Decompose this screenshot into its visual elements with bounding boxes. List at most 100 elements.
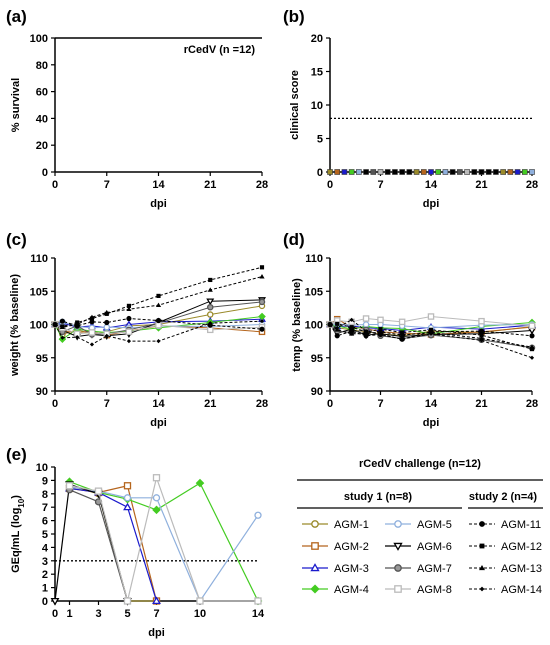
point-AGM-12 [378,327,383,332]
x-tick-label: 0 [52,398,58,410]
point-AGM-5 [362,321,370,328]
x-axis-label: dpi [423,417,440,429]
y-tick-label: 8 [42,489,48,501]
point-AGM-14-shape [89,342,95,347]
score-marker [334,169,341,175]
legend-marker [479,543,485,549]
point-AGM-14-shape [327,322,333,327]
point-AGM-14 [75,335,80,340]
score-marker [507,169,514,175]
point-AGM-11-shape [104,319,110,326]
legend-marker [479,521,485,527]
point-AGM-14-shape [349,317,354,322]
point-AGM-7 [206,303,214,311]
y-tick-label: 3 [42,556,48,568]
point-AGM-8-shape [125,328,133,336]
y-tick-label: 7 [42,502,48,514]
legend-marker-shape [479,565,485,571]
legend-marker-shape [311,520,319,528]
score-marker [406,169,413,175]
point-AGM-13-shape [259,274,265,279]
point-AGM-8 [362,315,370,322]
point-AGM-8 [88,329,96,336]
point-AGM-8 [123,597,132,605]
point-AGM-8 [206,326,214,334]
point-AGM-8 [427,313,435,320]
point-AGM-13 [74,321,80,327]
point-AGM-11-shape [126,315,132,322]
panel-d-temperature: (d) 90 95 100 105 110 0 7 14 21 28 dpi temp (% basel… [283,230,538,429]
score-marker [370,169,377,175]
point-AGM-11 [155,317,162,324]
y-tick-label: 110 [305,253,323,265]
y-tick-label: 10 [36,462,48,474]
point-AGM-14-shape [208,321,213,326]
x-tick-label: 14 [152,398,165,410]
point-AGM-14 [208,321,213,326]
point-AGM-5 [254,511,262,519]
x-axis-label: dpi [148,627,165,639]
legend: rCedV challenge (n=12) study 1 (n=8) study… [297,458,543,596]
point-AGM-5-shape [123,494,132,502]
x-tick-label: 0 [327,398,333,410]
point-AGM-5-shape [103,323,111,331]
point-AGM-12-shape [208,277,213,283]
point-AGM-11 [126,315,132,322]
point-AGM-3 [152,596,161,605]
legend-label: AGM-12 [501,541,542,553]
point-AGM-14 [327,322,333,327]
y-tick-label: 4 [42,542,49,554]
x-tick-label: 7 [377,398,383,410]
score-marker [377,169,384,175]
point-AGM-5-shape [362,321,370,328]
point-AGM-8-shape [427,313,435,320]
y-tick-label: 0 [317,167,323,179]
legend-marker [311,542,319,550]
point-AGM-13 [399,332,405,337]
y-tick-label: 10 [311,100,323,112]
legend-label: AGM-4 [334,584,369,596]
point-AGM-14-shape [259,319,265,324]
point-AGM-8 [94,487,103,495]
point-AGM-8 [152,474,161,482]
score-marker [442,169,449,175]
point-AGM-13-shape [478,335,485,341]
point-AGM-11-shape [529,333,535,339]
score-marker [420,169,427,175]
point-AGM-12-shape [378,327,383,332]
y-axis-label-sub: 10 [17,498,26,507]
point-AGM-8-shape [94,487,103,495]
point-AGM-2 [123,482,132,490]
y-tick-label: 15 [311,67,323,79]
point-AGM-6-shape [206,298,215,306]
point-AGM-12-shape [428,327,434,332]
score-marker [449,169,456,175]
x-tick-label: 21 [204,398,216,410]
point-AGM-8-shape [65,482,74,490]
point-AGM-14-shape [126,339,132,344]
point-AGM-14-shape [335,325,340,330]
legend-item-AGM-5: AGM-5 [385,519,452,531]
y-tick-label: 5 [42,529,48,541]
series-line-AGM-8 [69,475,258,602]
point-AGM-14 [156,339,161,344]
legend-item-AGM-6: AGM-6 [385,541,452,553]
point-AGM-8 [528,322,536,330]
point-AGM-13-shape [155,302,162,308]
point-AGM-13-shape [399,332,405,337]
y-tick-label: 40 [36,113,48,125]
legend-item-AGM-7: AGM-7 [385,563,452,575]
point-AGM-12-shape [479,333,484,338]
y-tick-label: 2 [42,569,48,581]
legend-item-AGM-11: AGM-11 [469,519,541,531]
legend-marker [479,565,485,571]
x-tick-label: 7 [153,608,159,620]
y-tick-label: 0 [42,596,48,608]
legend-study2: study 2 (n=4) [469,491,537,503]
point-AGM-8-shape [196,597,204,605]
point-AGM-8-shape [478,317,485,325]
y-tick-label: 20 [36,140,48,152]
x-tick-label: 1 [66,608,72,620]
score-marker [399,169,405,175]
point-AGM-12-shape [156,293,161,298]
